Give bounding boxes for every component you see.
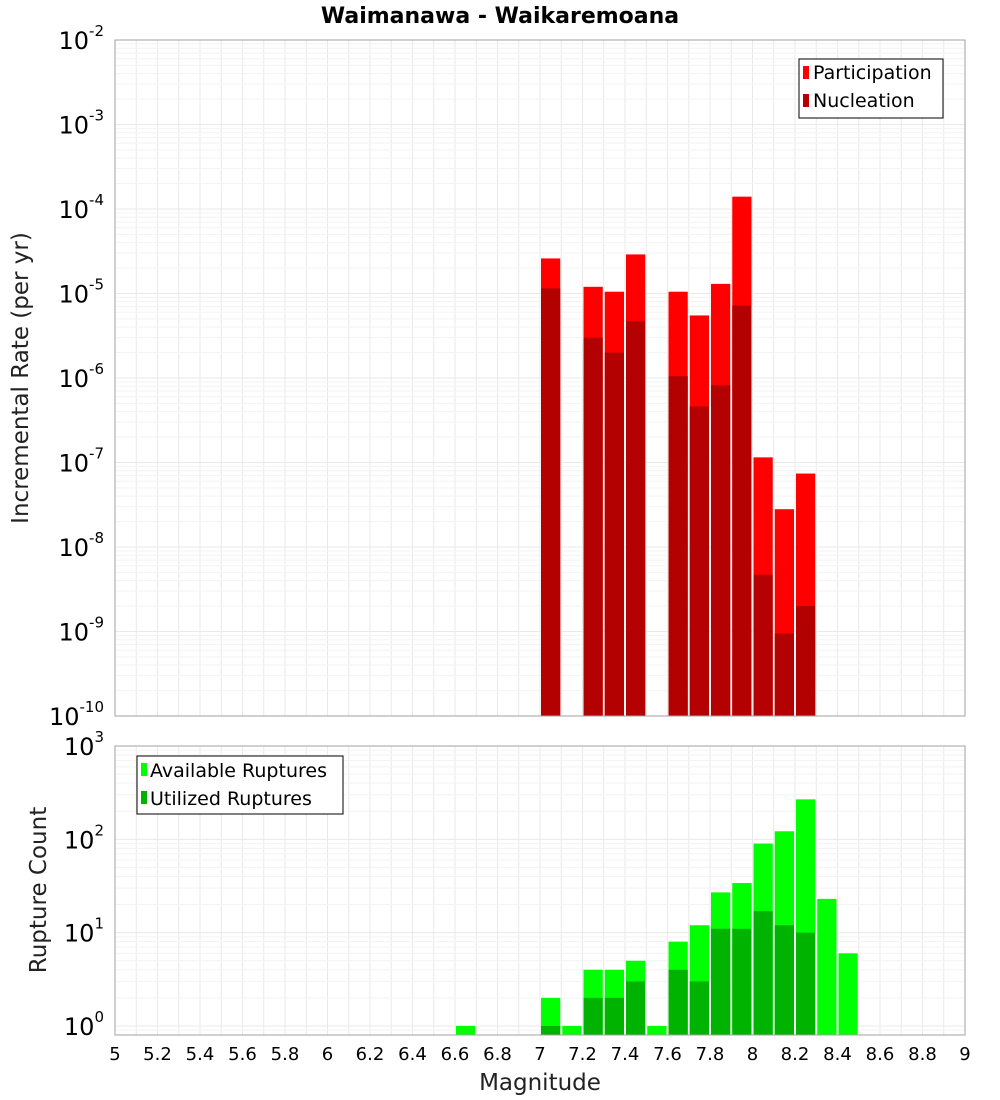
rate-y-tick-label: 10-9 bbox=[58, 614, 104, 647]
count-utilized-ruptures-bar bbox=[774, 925, 794, 1035]
rate-legend: Participation Nucleation bbox=[798, 58, 944, 119]
count-utilized-ruptures-bar bbox=[583, 997, 603, 1035]
count-y-tick-label: 103 bbox=[64, 728, 104, 761]
rate-grid bbox=[114, 39, 966, 717]
magnitude-x-tick-label: 6.2 bbox=[356, 1044, 385, 1065]
count-utilized-ruptures-bar bbox=[604, 997, 624, 1035]
count-available-ruptures-bar bbox=[817, 898, 837, 1035]
count-available-ruptures-bar bbox=[838, 953, 858, 1035]
count-bars bbox=[456, 799, 858, 1035]
count-y-tick-label: 100 bbox=[64, 1008, 104, 1041]
rate-nucleation-bar bbox=[668, 376, 688, 716]
rate-nucleation-bar bbox=[732, 305, 752, 716]
magnitude-x-tick-label: 8.2 bbox=[781, 1044, 810, 1065]
rate-y-tick-label: 10-5 bbox=[58, 276, 104, 309]
rate-y-tick-label: 10-2 bbox=[58, 22, 104, 55]
rate-nucleation-bar bbox=[583, 337, 603, 716]
magnitude-x-tick-label: 7.6 bbox=[653, 1044, 682, 1065]
rate-y-tick-label: 10-4 bbox=[58, 191, 104, 224]
rate-panel: 10-10 10-9 10-8 10-7 10-6 10-5 10-4 10-3 10-2 In… bbox=[8, 22, 966, 731]
magnitude-x-tick-label: 5 bbox=[109, 1044, 120, 1065]
rate-y-ticks: 10-10 10-9 10-8 10-7 10-6 10-5 10-4 10-3 10-2 bbox=[49, 22, 104, 731]
nucleation-legend-swatch bbox=[803, 94, 809, 107]
magnitude-x-tick-label: 9 bbox=[959, 1044, 970, 1065]
magnitude-x-tick-label: 6.4 bbox=[398, 1044, 427, 1065]
count-utilized-ruptures-bar bbox=[668, 969, 688, 1035]
count-utilized-ruptures-bar bbox=[732, 928, 752, 1035]
participation-legend-label: Participation bbox=[813, 62, 932, 84]
count-available-ruptures-bar bbox=[541, 997, 561, 1035]
rate-nucleation-bar bbox=[604, 352, 624, 716]
count-legend-box bbox=[136, 755, 344, 815]
rate-nucleation-bar bbox=[774, 633, 794, 716]
count-utilized-ruptures-bar bbox=[689, 981, 709, 1035]
count-utilized-ruptures-bar bbox=[541, 1025, 561, 1035]
magnitude-x-tick-label: 5.6 bbox=[228, 1044, 257, 1065]
count-utilized-ruptures-bar bbox=[626, 981, 646, 1035]
magnitude-x-tick-label: 8.6 bbox=[866, 1044, 895, 1065]
rate-nucleation-bar bbox=[711, 385, 731, 716]
count-available-ruptures-bar bbox=[456, 1025, 476, 1035]
magnitude-x-tick-label: 5.2 bbox=[143, 1044, 172, 1065]
magnitude-x-tick-label: 7 bbox=[534, 1044, 545, 1065]
magnitude-x-tick-label: 7.8 bbox=[696, 1044, 725, 1065]
count-utilized-ruptures-bar bbox=[796, 932, 816, 1035]
count-available-ruptures-bar bbox=[647, 1025, 667, 1035]
rate-legend-box bbox=[798, 58, 944, 119]
utilized-ruptures-legend-swatch bbox=[141, 791, 147, 804]
rate-nucleation-bar bbox=[541, 288, 561, 716]
count-panel: 100 101 102 103 5 5.2 5.4 5.6 5.8 6 6.2 6.4 6.6 6.8 7… bbox=[26, 728, 971, 1096]
magnitude-x-tick-label: 6.8 bbox=[483, 1044, 512, 1065]
magnitude-x-tick-label: 7.2 bbox=[568, 1044, 597, 1065]
rate-plot-frame bbox=[114, 39, 966, 717]
magnitude-x-tick-label: 7.4 bbox=[611, 1044, 640, 1065]
magnitude-x-tick-label: 5.8 bbox=[271, 1044, 300, 1065]
nucleation-legend-label: Nucleation bbox=[813, 90, 915, 112]
available-ruptures-legend-swatch bbox=[141, 763, 147, 776]
participation-legend-swatch bbox=[803, 66, 809, 79]
rate-y-tick-label: 10-8 bbox=[58, 529, 104, 562]
rate-y-axis-label: Incremental Rate (per yr) bbox=[8, 232, 34, 524]
count-plot-frame bbox=[114, 745, 966, 1036]
count-y-ticks: 100 101 102 103 bbox=[64, 728, 104, 1041]
rate-nucleation-bar bbox=[626, 321, 646, 716]
count-utilized-ruptures-bar bbox=[753, 911, 773, 1035]
magnitude-x-axis-label: Magnitude bbox=[479, 1070, 601, 1096]
rate-nucleation-bar bbox=[753, 574, 773, 716]
rate-y-tick-label: 10-10 bbox=[49, 698, 104, 731]
magnitude-x-ticks: 5 5.2 5.4 5.6 5.8 6 6.2 6.4 6.6 6.8 7 7.2 7.4 7.6 7.8 8… bbox=[109, 1044, 970, 1065]
count-y-tick-label: 102 bbox=[64, 821, 104, 854]
magnitude-x-tick-label: 8.4 bbox=[823, 1044, 852, 1065]
rate-bars bbox=[541, 196, 816, 717]
available-ruptures-legend-label: Available Ruptures bbox=[150, 760, 327, 782]
rate-y-tick-label: 10-7 bbox=[58, 445, 104, 478]
magnitude-x-tick-label: 6.6 bbox=[441, 1044, 470, 1065]
chart-title: Waimanawa - Waikaremoana bbox=[321, 4, 679, 29]
count-y-tick-label: 101 bbox=[64, 915, 104, 948]
count-available-ruptures-bar bbox=[562, 1025, 582, 1035]
rate-nucleation-bar bbox=[796, 606, 816, 716]
rate-nucleation-bar bbox=[689, 406, 709, 716]
rate-y-tick-label: 10-3 bbox=[58, 107, 104, 140]
count-legend: Available Ruptures Utilized Ruptures bbox=[136, 755, 344, 815]
magnitude-x-tick-label: 8 bbox=[747, 1044, 758, 1065]
magnitude-x-tick-label: 8.8 bbox=[908, 1044, 937, 1065]
count-y-axis-label: Rupture Count bbox=[26, 807, 52, 973]
rate-y-tick-label: 10-6 bbox=[58, 360, 104, 393]
magnitude-x-tick-label: 6 bbox=[322, 1044, 333, 1065]
magnitude-x-tick-label: 5.4 bbox=[186, 1044, 215, 1065]
utilized-ruptures-legend-label: Utilized Ruptures bbox=[150, 788, 312, 810]
count-utilized-ruptures-bar bbox=[711, 928, 731, 1035]
